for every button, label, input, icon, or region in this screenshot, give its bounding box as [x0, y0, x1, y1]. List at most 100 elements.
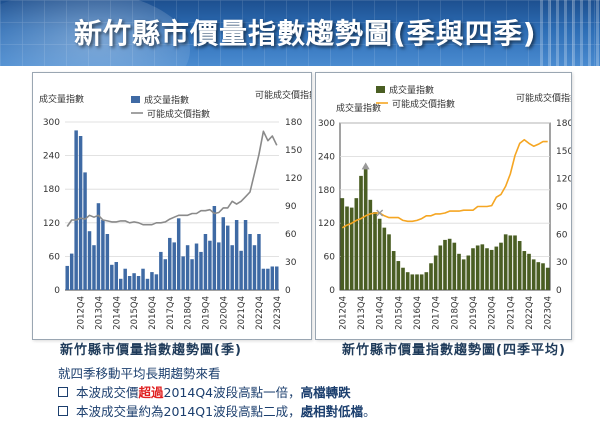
x-tick-label: 2022Q4: [525, 296, 535, 330]
y-left-tick-label: 180: [318, 186, 335, 196]
volume-bar: [485, 248, 489, 290]
x-tick-label: 2013Q4: [94, 296, 104, 330]
peak-marker-triangle: [361, 162, 370, 170]
volume-bar: [494, 246, 499, 290]
volume-bar: [354, 198, 359, 290]
volume-bar: [359, 175, 363, 290]
y-left-tick-label: 0: [54, 286, 60, 296]
legend-label-price: 可能成交價指數: [147, 108, 210, 120]
y-right-tick-label: 60: [556, 230, 568, 240]
x-tick-label: 2020Q4: [488, 296, 498, 330]
note-price: 本波成交價超過2014Q4波段高點一倍，高檔轉跌: [58, 383, 376, 402]
volume-bar: [74, 130, 78, 290]
volume-bar: [508, 235, 513, 290]
notes-intro: 就四季移動平均長期趨勢來看: [58, 366, 221, 381]
volume-bar: [168, 237, 172, 290]
legend-swatch-volume: [376, 86, 385, 93]
volume-bar: [401, 267, 405, 290]
volume-bar: [499, 242, 503, 290]
y-right-tick-label: 90: [556, 203, 568, 213]
volume-bar: [185, 245, 190, 290]
volume-bar: [83, 172, 87, 290]
volume-bar: [471, 248, 475, 290]
y-right-tick-label: 150: [556, 147, 571, 157]
volume-bar: [503, 234, 508, 290]
volume-bar: [513, 235, 517, 290]
y-right-tick-label: 60: [285, 230, 297, 240]
volume-bar: [461, 259, 466, 290]
notes-block: 就四季移動平均長期趨勢來看 本波成交價超過2014Q4波段高點一倍，高檔轉跌 本…: [58, 364, 376, 421]
y-right-tick-label: 0: [285, 286, 291, 296]
x-tick-label: 2019Q4: [469, 296, 479, 330]
y-left-tick-label: 300: [318, 119, 335, 129]
x-tick-label: 2020Q4: [219, 296, 229, 330]
y-right-tick-label: 180: [285, 118, 302, 128]
x-tick-label: 2013Q4: [357, 296, 367, 330]
legend-label-price: 可能成交價指數: [392, 98, 455, 110]
note-volume-post: 。: [363, 404, 376, 419]
right-chart: 0 60 120 180 240 300 0 30 60 90 120 150 180 2012Q4 201…: [318, 84, 571, 330]
x-tick-label: 2022Q4: [255, 296, 265, 330]
volume-bar: [248, 234, 252, 290]
y-right-tick-label: 30: [556, 258, 568, 268]
x-tick-label: 2023Q4: [544, 296, 554, 330]
note-volume-conclusion: 處相對低檔: [300, 404, 364, 419]
x-tick-label: 2019Q4: [201, 296, 211, 330]
volume-bar: [261, 268, 266, 290]
y-left-axis-title: 成交量指數: [39, 93, 84, 105]
note-volume: 本波成交量約為2014Q1波段高點二成，處相對低檔。: [58, 402, 376, 421]
volume-bar: [92, 245, 96, 290]
banner-stripe-graphic: [540, 0, 600, 66]
volume-bar: [212, 206, 217, 290]
x-tick-label: 2018Q4: [450, 296, 460, 330]
volume-bar: [172, 242, 176, 290]
volume-bar: [424, 272, 429, 290]
volume-bar: [239, 250, 243, 290]
legend-label-volume: 成交量指數: [389, 84, 434, 96]
volume-bar: [522, 251, 527, 290]
volume-bar: [176, 218, 181, 290]
volume-bar: [194, 243, 199, 290]
volume-bar: [536, 262, 541, 290]
banner-grid-pattern: [0, 0, 600, 66]
volume-bar: [78, 136, 83, 290]
x-tick-label: 2012Q4: [77, 296, 87, 330]
y-right-axis-title: 可能成交價指數: [516, 92, 571, 104]
volume-bar: [377, 218, 382, 290]
legend-swatch-volume: [131, 96, 140, 103]
volume-bar: [136, 276, 141, 290]
note-price-mid: 2014Q4波段高點一倍，: [163, 385, 301, 400]
page-title: 新竹縣市價量指數趨勢圖(季與四季): [74, 17, 537, 50]
volume-bar: [123, 268, 127, 290]
y-left-tick-label: 240: [43, 152, 60, 162]
volume-bar: [382, 227, 387, 290]
volume-bar: [275, 266, 279, 290]
volume-bar: [433, 255, 438, 290]
y-right-tick-label: 0: [556, 286, 562, 296]
volume-bar: [101, 220, 105, 290]
volume-bar: [141, 268, 145, 290]
note-volume-pre: 本波成交量約為2014Q1波段高點二成，: [76, 404, 301, 419]
volume-bar: [396, 261, 401, 290]
volume-bar: [517, 241, 522, 290]
y-right-tick-label: 180: [556, 119, 571, 129]
x-tick-label: 2017Q4: [166, 296, 176, 330]
volume-bar: [531, 259, 536, 290]
peak-marker-cross: [376, 209, 384, 217]
banner-globe-graphic: [0, 0, 190, 66]
x-tick-label: 2014Q4: [376, 296, 386, 330]
note-price-highlight: 超過: [138, 385, 164, 400]
volume-bar: [443, 239, 447, 290]
volume-bar: [475, 245, 480, 290]
left-chart: 0 60 120 180 240 300 0 30 60 90 120 150 180 2012Q4 201…: [39, 89, 311, 330]
y-left-tick-label: 0: [329, 286, 335, 296]
volume-bar: [527, 253, 531, 290]
volume-bar: [105, 234, 110, 290]
y-right-tick-label: 150: [285, 146, 302, 156]
note-price-pre: 本波成交價: [76, 385, 139, 400]
y-left-tick-label: 120: [43, 219, 60, 229]
volume-bar: [391, 251, 396, 290]
volume-bar: [466, 255, 471, 290]
y-left-axis-title: 成交量指數: [336, 102, 381, 114]
volume-bar: [541, 263, 545, 290]
